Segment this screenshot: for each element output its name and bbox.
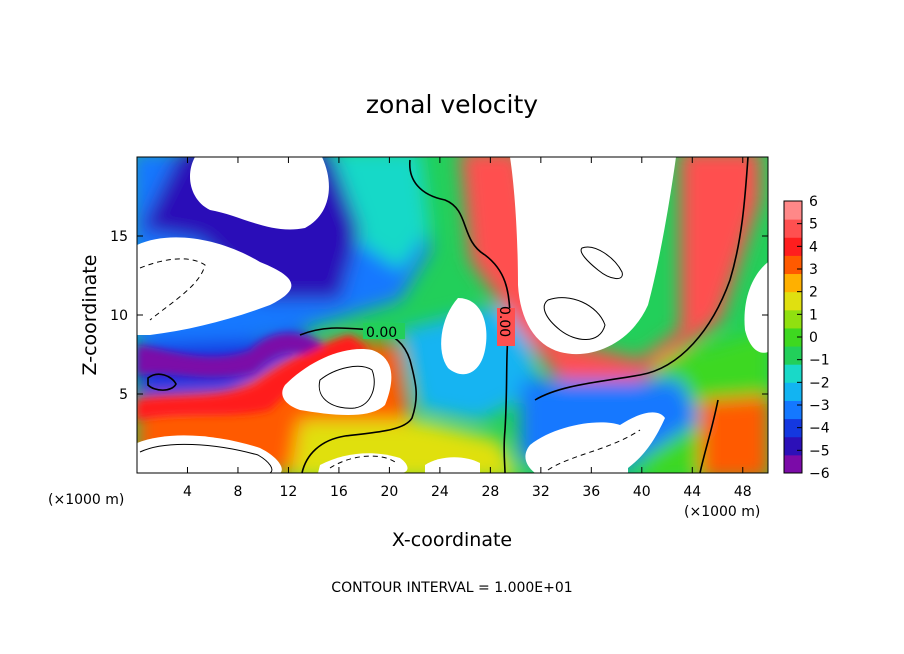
contour-thin-top-right [580,246,623,279]
contour-dashed-bottom-center [329,455,396,469]
colorbar-swatch [784,309,802,329]
colorbar-label: −2 [809,375,830,391]
saturated-regions [137,157,768,473]
contour-small-left-loop [147,373,177,391]
contour-dashed-left [139,258,206,321]
field-band-red-upper [137,335,370,420]
colorbar-label: −3 [809,398,830,414]
colorbar-label: 4 [809,239,818,255]
white-region-center-left [282,349,392,415]
field-band-purple [137,333,330,378]
colorbar-swatch [784,237,802,256]
x-tick-label: 40 [633,484,651,500]
colorbar: 6 5 4 3 2 1 0 −1 −2 −3 −4 −5 −6 [783,194,830,482]
colorbar-swatch [784,291,802,311]
colorbar-label: 3 [809,262,818,278]
x-tick-label: 32 [532,484,550,500]
contour-thin-right-oval [543,297,606,340]
white-region-bottom-right [525,412,665,473]
contour-label-left: 0.00 [366,325,397,341]
white-region-left [137,237,292,335]
y-axis: 5 10 15 [110,229,768,403]
colorbar-label: 0 [809,330,818,346]
colorbar-label: 6 [809,194,818,210]
colorbar-label: −5 [809,443,830,459]
white-region-top-right [510,157,676,355]
x-tick-label: 12 [280,484,298,500]
x-tick-label: 48 [734,484,752,500]
colorbar-swatch [784,436,802,456]
colorbar-label: −6 [809,466,830,482]
x-tick-label: 44 [683,484,701,500]
colorbar-swatch [784,382,802,401]
y-tick-label: 15 [110,229,128,245]
x-tick-label: 36 [582,484,600,500]
colorbar-swatch [784,201,802,220]
white-region-right-edge [744,262,768,353]
white-region-bottom-center-right [425,457,480,473]
x-axis: 4 8 12 16 20 24 28 32 36 40 44 48 [183,157,752,500]
colorbar-swatch [784,418,802,438]
colorbar-swatch [784,327,802,347]
contour-zero-center [409,159,511,473]
white-region-center-oval [441,298,487,375]
x-tick-label: 20 [380,484,398,500]
x-axis-title: X-coordinate [392,529,512,551]
colorbar-swatch [784,346,802,365]
colorbar-swatch [784,364,802,383]
x-tick-label: 28 [481,484,499,500]
field-region-right-edge-warm [700,395,768,473]
colorbar-label: 5 [809,217,818,233]
x-tick-label: 8 [233,484,242,500]
colorbar-label: −4 [809,421,830,437]
colorbar-label: −1 [809,353,830,369]
contour-thin-center-left [318,365,375,409]
contour-dashed-bottom-right [547,429,641,471]
y-axis-title: Z-coordinate [79,255,101,376]
x-tick-label: 4 [183,484,192,500]
colorbar-swatch [784,400,802,420]
colorbar-label: 2 [809,285,818,301]
contour-interval-label: CONTOUR INTERVAL = 1.000E+01 [331,580,572,596]
contour-thin-bottom-left [139,443,273,473]
x-units-left: (×1000 m) [48,492,124,508]
x-units-right: (×1000 m) [684,504,760,520]
plot-area [137,157,768,473]
y-tick-label: 5 [119,387,128,403]
colorbar-swatch [784,219,802,238]
contour-zero-right [534,157,749,401]
colorbar-swatch [784,255,802,275]
x-tick-label: 24 [431,484,449,500]
colorbar-label: 1 [809,307,818,323]
contour-label-center: 0.00 [496,306,512,337]
colorbar-swatch [784,454,802,474]
contour-zero-left [299,327,418,473]
y-tick-label: 10 [110,308,128,324]
chart-title: zonal velocity [366,90,538,119]
contour-bottom-right [699,399,719,473]
x-tick-label: 16 [330,484,348,500]
contour-lines [139,157,749,473]
colorbar-swatch [784,273,802,293]
white-region-top-left [190,157,329,230]
